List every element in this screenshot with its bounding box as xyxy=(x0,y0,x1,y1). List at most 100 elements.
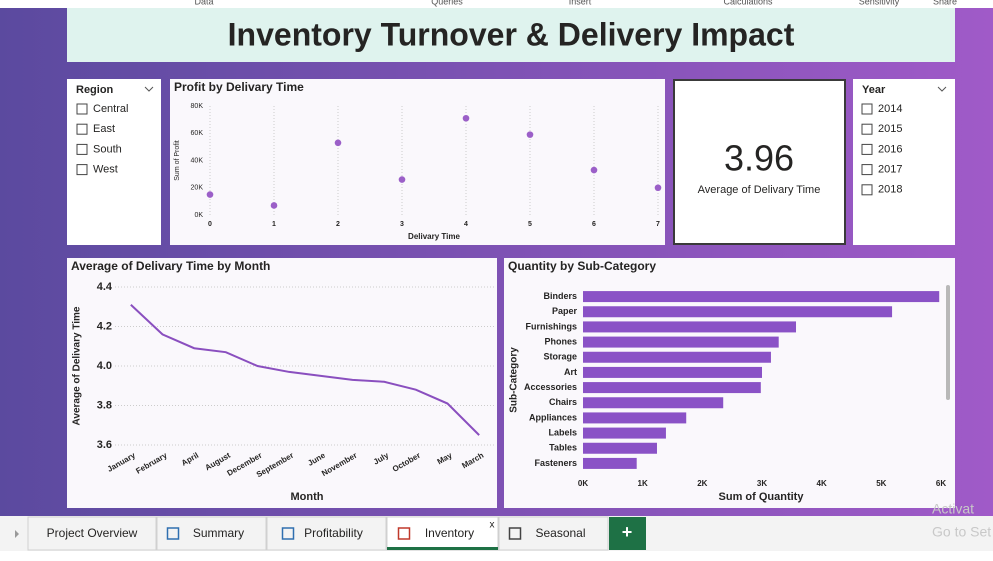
x-tick-label: 2K xyxy=(697,479,707,488)
slicer-chevron[interactable] xyxy=(144,86,154,92)
slicer-item[interactable]: Central xyxy=(93,103,128,115)
x-tick-label: 4K xyxy=(817,479,827,488)
x-tick-label: 5 xyxy=(528,221,532,228)
bar xyxy=(583,336,779,348)
slicer-title: Year xyxy=(862,84,886,96)
slicer-item[interactable]: 2014 xyxy=(878,103,902,115)
tab-icon xyxy=(508,527,522,540)
y-tick-label: Appliances xyxy=(529,412,577,422)
scatter-point xyxy=(526,131,534,138)
slicer-checkbox[interactable] xyxy=(861,143,873,155)
tab-close[interactable]: x xyxy=(490,520,495,531)
y-tick-label: 20K xyxy=(191,185,204,192)
sheet-tab-label[interactable]: Summary xyxy=(193,526,244,540)
title-banner xyxy=(67,8,955,62)
add-tab-button[interactable] xyxy=(609,517,646,550)
y-tick-label: Chairs xyxy=(549,397,577,407)
add-tab-label[interactable]: + xyxy=(622,522,633,542)
y-tick-label: Binders xyxy=(543,291,577,301)
tab-scroll[interactable] xyxy=(15,530,19,538)
scatter-point xyxy=(462,114,470,122)
active-tab-indicator xyxy=(387,547,498,550)
slicer-checkbox[interactable] xyxy=(76,123,88,135)
y-tick-label: 0K xyxy=(194,212,203,219)
slicer-item[interactable]: 2015 xyxy=(878,123,902,135)
ribbon-label[interactable]: Share xyxy=(933,0,957,6)
card-label: Average of Delivary Time xyxy=(698,184,821,196)
slicer-checkbox[interactable] xyxy=(861,184,873,196)
x-tick-label: 4 xyxy=(464,221,468,228)
bar xyxy=(583,366,762,378)
y-tick-label: 3.8 xyxy=(97,399,112,411)
slicer-item[interactable]: South xyxy=(93,143,122,155)
ribbon-label[interactable]: Sensitivity xyxy=(859,0,900,6)
scatter-point xyxy=(398,176,406,183)
x-tick-label: 0 xyxy=(208,221,212,228)
chart-title: Quantity by Sub-Category xyxy=(508,259,656,273)
card-value: 3.96 xyxy=(724,138,794,179)
x-tick-label: 3K xyxy=(757,479,767,488)
sheet-tab[interactable] xyxy=(386,516,499,551)
dashboard-title: Inventory Turnover & Delivery Impact xyxy=(228,16,795,52)
x-tick-label: 6K xyxy=(936,479,946,488)
x-tick-label: 0K xyxy=(578,479,588,488)
sheet-tab[interactable] xyxy=(156,516,267,551)
ribbon-label[interactable]: Data xyxy=(194,0,213,6)
bar xyxy=(583,412,687,424)
y-axis-title: Average of Delivary Time xyxy=(72,306,83,425)
y-tick-label: 40K xyxy=(191,157,204,164)
bar xyxy=(583,321,797,333)
y-tick-label: Tables xyxy=(549,443,577,453)
chart-title: Profit by Delivary Time xyxy=(174,80,304,94)
slicer-chevron[interactable] xyxy=(937,86,947,92)
y-tick-label: Art xyxy=(564,367,577,377)
y-axis-title: Sum of Profit xyxy=(174,140,181,181)
ribbon-label[interactable]: Insert xyxy=(569,0,592,6)
slicer-item[interactable]: East xyxy=(93,123,115,135)
slicer-checkbox[interactable] xyxy=(76,103,88,115)
card-panel xyxy=(673,79,846,245)
y-axis-title: Sub-Category xyxy=(509,347,520,413)
slicer-checkbox[interactable] xyxy=(861,123,873,135)
sheet-tab-label[interactable]: Inventory xyxy=(425,526,474,540)
x-tick-label: 1K xyxy=(638,479,648,488)
slicer-checkbox[interactable] xyxy=(861,164,873,176)
bar xyxy=(583,457,637,469)
x-tick-label: 6 xyxy=(592,221,596,228)
y-tick-label: 4.0 xyxy=(97,360,112,372)
x-axis-title: Delivary Time xyxy=(408,232,460,241)
sheet-tab[interactable] xyxy=(498,516,609,551)
y-tick-label: 60K xyxy=(191,130,204,137)
slicer-item[interactable]: 2017 xyxy=(878,164,902,176)
sheet-tab[interactable] xyxy=(266,516,387,551)
tab-icon xyxy=(281,527,295,540)
slicer-item[interactable]: 2016 xyxy=(878,143,902,155)
x-tick-label: 5K xyxy=(876,479,886,488)
watermark: Activat xyxy=(932,501,974,517)
ribbon-label[interactable]: Queries xyxy=(431,0,463,6)
sheet-tab-label[interactable]: Profitability xyxy=(304,526,363,540)
slicer-title: Region xyxy=(76,84,114,96)
bar xyxy=(583,442,657,454)
scatter-point xyxy=(590,166,598,174)
sheet-tab[interactable] xyxy=(27,516,157,551)
y-tick-label: Accessories xyxy=(524,382,577,392)
slicer-checkbox[interactable] xyxy=(861,103,873,115)
slicer-checkbox[interactable] xyxy=(76,143,88,155)
slicer-checkbox[interactable] xyxy=(76,164,88,176)
slicer-item[interactable]: 2018 xyxy=(878,184,902,196)
ribbon-label[interactable]: Calculations xyxy=(723,0,773,6)
scatter-point xyxy=(334,139,342,147)
tab-icon xyxy=(166,527,180,540)
sheet-tab-label[interactable]: Seasonal xyxy=(535,526,585,540)
scrollbar[interactable] xyxy=(946,285,950,400)
slicer-item[interactable]: West xyxy=(93,164,118,176)
chart-title: Average of Delivary Time by Month xyxy=(71,259,270,273)
x-axis-title: Month xyxy=(291,491,324,503)
bar xyxy=(583,427,666,439)
x-tick-label: 2 xyxy=(336,221,340,228)
y-tick-label: Paper xyxy=(552,306,578,316)
sheet-tab-label[interactable]: Project Overview xyxy=(47,526,138,540)
